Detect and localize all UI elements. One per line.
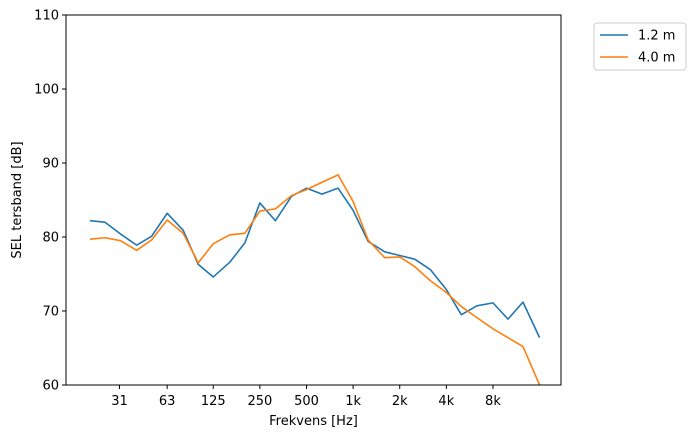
x-tick-label-5: 1k — [345, 394, 361, 409]
x-tick-label-4: 500 — [294, 394, 319, 409]
y-tick-label-3: 90 — [42, 157, 59, 172]
axes-layer: 60 70 80 90 100 110 31 63 125 250 500 1k 2k 4k 8k — [34, 9, 562, 409]
legend: 1.2 m 4.0 m — [593, 22, 687, 71]
series-line-1 — [89, 174, 541, 386]
x-tick-label-3: 250 — [247, 394, 272, 409]
plot-frame — [65, 14, 562, 386]
y-tick-label-4: 100 — [34, 83, 59, 98]
y-tick-label-2: 80 — [42, 231, 59, 246]
x-tick-label-7: 4k — [438, 394, 454, 409]
x-tick-label-1: 63 — [159, 394, 176, 409]
series-layer — [89, 174, 541, 386]
x-tick-label-6: 2k — [392, 394, 408, 409]
legend-label-1: 4.0 m — [638, 51, 675, 66]
y-tick-label-0: 60 — [42, 379, 59, 394]
x-axis-label: Frekvens [Hz] — [269, 414, 358, 429]
y-tick-label-5: 110 — [34, 9, 59, 24]
y-tick-label-1: 70 — [42, 305, 59, 320]
x-tick-label-0: 31 — [111, 394, 128, 409]
legend-label-0: 1.2 m — [638, 29, 675, 44]
x-tick-label-8: 8k — [485, 394, 501, 409]
x-tick-label-2: 125 — [201, 394, 226, 409]
series-line-0 — [89, 187, 541, 338]
y-axis-label: SEL tersband [dB] — [10, 141, 25, 258]
